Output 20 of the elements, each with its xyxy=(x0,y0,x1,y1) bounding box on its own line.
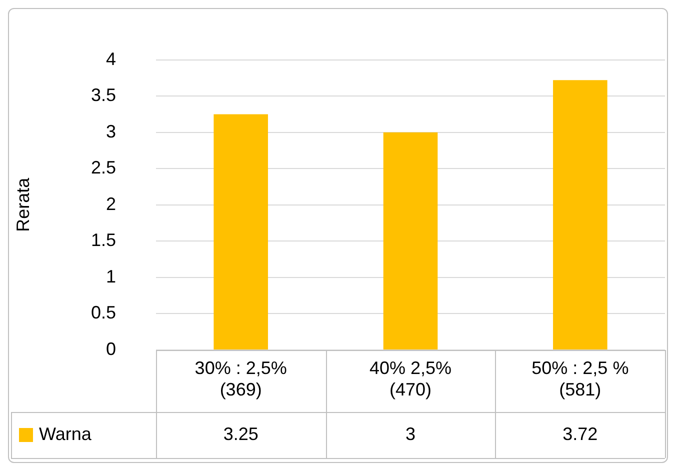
y-tick-label: 1.5 xyxy=(90,230,116,250)
y-tick-label: 2 xyxy=(106,194,116,214)
bar xyxy=(383,132,438,350)
legend-label: Warna xyxy=(39,424,92,444)
bar xyxy=(553,80,608,350)
x-tick-label: 30% : 2,5% (369) xyxy=(194,358,287,400)
y-tick-label: 0.5 xyxy=(90,302,116,323)
y-tick-label: 0 xyxy=(106,338,116,359)
y-tick-label: 4 xyxy=(106,48,116,69)
y-tick-label: 3.5 xyxy=(90,85,116,106)
x-tick-label: 50% : 2,5 % (581) xyxy=(532,358,629,400)
x-tick-label: 40% 2,5% (470) xyxy=(369,358,452,400)
data-label: 3.25 xyxy=(223,424,258,444)
y-tick-label: 3 xyxy=(106,121,116,142)
bar xyxy=(214,114,268,350)
data-label: 3.72 xyxy=(562,424,598,444)
y-axis-title: Rerata xyxy=(12,176,33,232)
data-label: 3 xyxy=(405,424,416,444)
y-tick-label: 1 xyxy=(106,266,116,286)
y-tick-label: 2.5 xyxy=(90,158,116,178)
